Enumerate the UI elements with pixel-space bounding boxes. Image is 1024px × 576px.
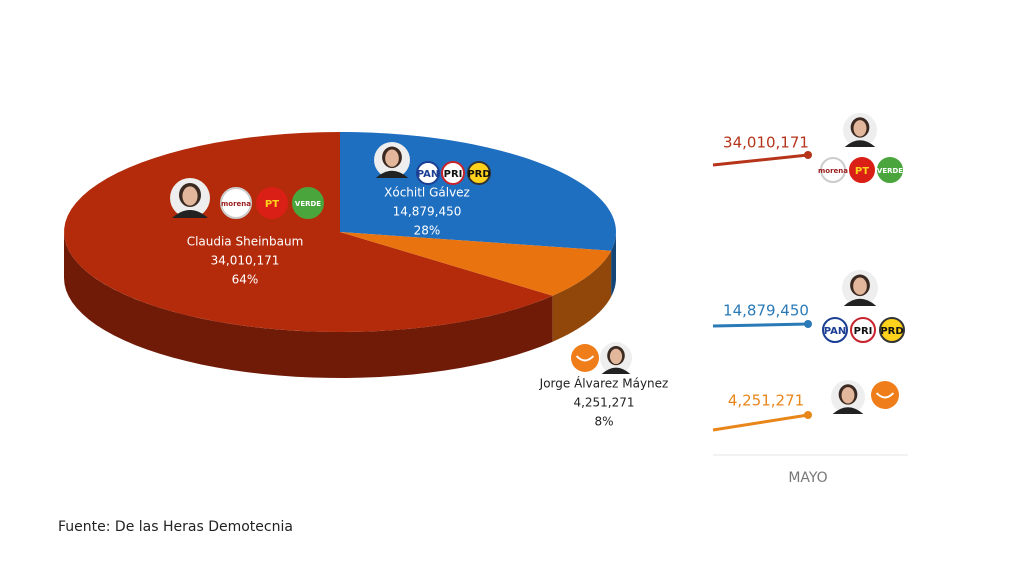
party-logo [822,317,848,343]
photo-face [182,186,198,206]
slice-percent-label: 64% [232,273,259,287]
slice-label: Claudia Sheinbaum [187,235,304,249]
party-logo-text: PT [265,199,279,210]
party-logo [220,187,252,219]
photo-face [841,387,855,404]
x-tick-label: MAYO [788,470,827,486]
photo-face [853,277,867,295]
source: Fuente: De las Heras Demotecnia [58,519,293,535]
party-logo-text: PRI [444,169,463,180]
trend-line [712,413,809,432]
value-label: 14,879,450 [723,302,809,320]
photo-body [832,407,864,414]
party-logo [467,161,491,185]
slice-label: Jorge Álvarez Máynez [539,376,669,391]
party-logo [416,161,440,185]
pie-slice [340,232,612,296]
party-logo-mark [575,355,595,362]
pie-side [64,232,553,378]
party-logo-text: PAN [824,326,847,337]
slice-percent-label: 28% [414,224,441,238]
party-logo [849,157,875,183]
party-logo [850,317,876,343]
point [804,411,812,419]
party-logo-text: PAN [417,169,440,180]
slice-value-label: 14,879,450 [393,205,462,219]
party-logo-text: morena [818,167,848,175]
party-logo-text: PRD [467,169,490,180]
party-logo [871,381,899,409]
party-logo [820,157,846,183]
slice-value-label: 34,010,171 [211,254,280,268]
photo-face [385,149,399,167]
pie-side [552,250,612,342]
party-logo [292,187,324,219]
trend-line [712,322,809,328]
party-logo [571,344,599,372]
party-logo-text: PRI [854,326,873,337]
party-logo [441,161,465,185]
photo-face [853,120,867,137]
slice-label: Xóchitl Gálvez [384,186,470,200]
point [804,151,812,159]
party-logo-text: VERDE [877,167,903,175]
party-logo-text: VERDE [295,200,321,208]
photo-body [172,210,208,218]
photo-body [375,170,409,178]
party-logo [256,187,288,219]
party-logo [877,157,903,183]
party-logo-text: PRD [880,326,903,337]
value-label: 4,251,271 [728,392,804,410]
party-logo-text: PT [855,166,869,177]
photo-body [843,298,877,306]
party-logo [879,317,905,343]
party-logo-mark [875,392,895,399]
trend-line [712,153,809,167]
point [804,320,812,328]
slice-value-label: 4,251,271 [573,396,634,410]
party-logo-text: morena [221,200,251,208]
pie-side [611,232,616,297]
photo-face [609,348,623,365]
value-label: 34,010,171 [723,134,809,152]
photo-body [601,367,631,374]
photo-body [844,140,876,147]
slice-percent-label: 8% [594,415,613,429]
